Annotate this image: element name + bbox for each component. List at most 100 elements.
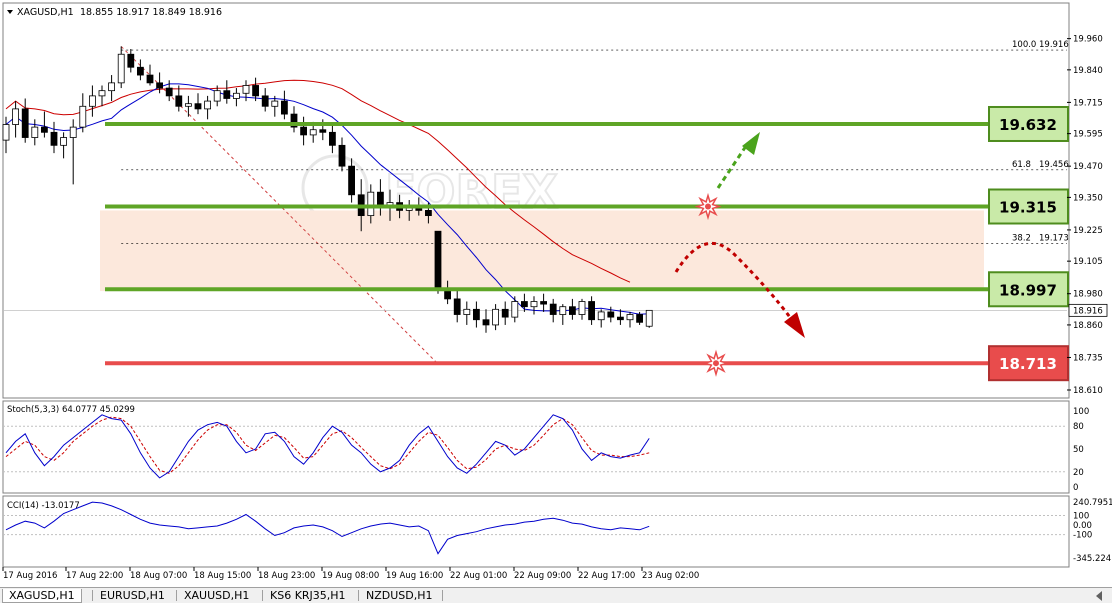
candle [472, 301, 480, 328]
y-tick-label: 19.715 [1073, 98, 1103, 108]
breakdown-burst-icon-core [713, 360, 719, 367]
candle [2, 116, 10, 154]
ma-fast-line [5, 83, 650, 315]
candle-body [136, 66, 144, 76]
x-tick-label: 18 Aug 15:00 [194, 571, 251, 581]
cci-label: CCI(14) -13.0177 [7, 501, 80, 511]
stoch-main-line [5, 414, 650, 479]
y-tick-label: 19.350 [1073, 193, 1103, 203]
x-tick-label: 22 Aug 01:00 [450, 571, 507, 581]
candle-body [60, 137, 67, 146]
candle-body [463, 308, 471, 315]
candle-body [108, 82, 115, 92]
candle-body [569, 306, 576, 315]
candle [645, 309, 653, 328]
candle-body [530, 301, 538, 308]
y-tick-label: 19.470 [1073, 162, 1103, 172]
candle-body [31, 126, 39, 138]
candle [41, 111, 48, 138]
chart-header: XAGUSD,H1 18.855 18.917 18.849 18.916 [7, 7, 222, 18]
candle [453, 288, 461, 323]
cci-tick-label: 100 [1073, 511, 1089, 521]
candle [127, 49, 135, 73]
bearish-arrow-head-icon [784, 312, 805, 338]
candle [242, 80, 250, 102]
candle-body [607, 311, 615, 318]
candle [540, 293, 547, 312]
candle [223, 80, 231, 104]
candle [156, 72, 164, 94]
candle [463, 301, 471, 325]
candle [89, 85, 96, 117]
candle-body [492, 308, 500, 326]
candle-body [338, 144, 346, 167]
bullish-arrow-line [716, 142, 750, 189]
candle [348, 158, 356, 203]
fib-level-value: 19.173 [1039, 233, 1069, 243]
candle [117, 46, 125, 89]
candle [482, 309, 490, 333]
candle-body [319, 129, 327, 133]
candle [328, 124, 336, 154]
stoch-tick-label: 20 [1073, 468, 1084, 478]
x-tick-label: 23 Aug 02:00 [642, 571, 699, 581]
stoch-tick-label: 80 [1073, 422, 1084, 432]
cci-line [5, 501, 650, 555]
bullish-arrow-head-icon [742, 132, 760, 155]
candle-body [156, 82, 164, 89]
candle-body [194, 103, 202, 110]
candle-body [597, 311, 605, 321]
candle-body [69, 126, 77, 138]
candle [12, 101, 20, 138]
candle-body [204, 100, 212, 110]
candle-body [511, 301, 519, 318]
candle-body [117, 53, 125, 84]
candle [588, 296, 595, 325]
dropdown-arrow-icon[interactable] [7, 10, 13, 14]
tab-xauusd[interactable]: XAUUSD,H1 [184, 589, 250, 602]
candle-body [482, 319, 490, 326]
candle [136, 59, 144, 81]
tab-ks6[interactable]: KS6 KRJ35,H1 [270, 589, 346, 602]
tab-xagusd[interactable]: XAGUSD,H1 [2, 589, 82, 603]
key-level-value: 18.713 [999, 355, 1057, 373]
candle [521, 293, 528, 312]
candle [367, 184, 375, 224]
candle [559, 304, 567, 325]
buy-sell-zone [100, 210, 984, 292]
candle [213, 85, 221, 107]
x-tick-label: 17 Aug 22:00 [66, 571, 123, 581]
candle [511, 296, 519, 323]
candle [184, 95, 192, 117]
candle-body [501, 308, 509, 318]
y-tick-label: 19.595 [1073, 130, 1103, 140]
tab-eurusd[interactable]: EURUSD,H1 [100, 589, 165, 602]
key-level-value: 18.997 [999, 281, 1057, 299]
ohlc-readout: 18.855 18.917 18.849 18.916 [80, 7, 222, 18]
key-level-box [988, 105, 1069, 142]
candle [271, 95, 279, 117]
candle [597, 309, 605, 328]
candle-body [521, 301, 528, 308]
tab-nzdusd[interactable]: NZDUSD,H1 [366, 589, 433, 602]
candle [636, 311, 643, 325]
candle-body [127, 53, 135, 68]
candle [578, 298, 586, 320]
scroll-left-icon[interactable] [1096, 591, 1102, 601]
current-price-label: 18.916 [1073, 306, 1103, 316]
candle-body [2, 124, 10, 141]
bearish-arrow-line [674, 241, 794, 321]
candle-body [79, 105, 87, 128]
candle-body [328, 131, 336, 146]
y-tick-label: 18.735 [1073, 353, 1103, 363]
candle [300, 116, 308, 146]
candle [146, 64, 154, 86]
stoch-tick-label: 0 [1073, 483, 1078, 493]
candle [79, 93, 87, 133]
candle-body [252, 85, 260, 97]
stoch-panel [2, 400, 1070, 494]
candle [280, 90, 288, 120]
candle-body [434, 230, 442, 289]
